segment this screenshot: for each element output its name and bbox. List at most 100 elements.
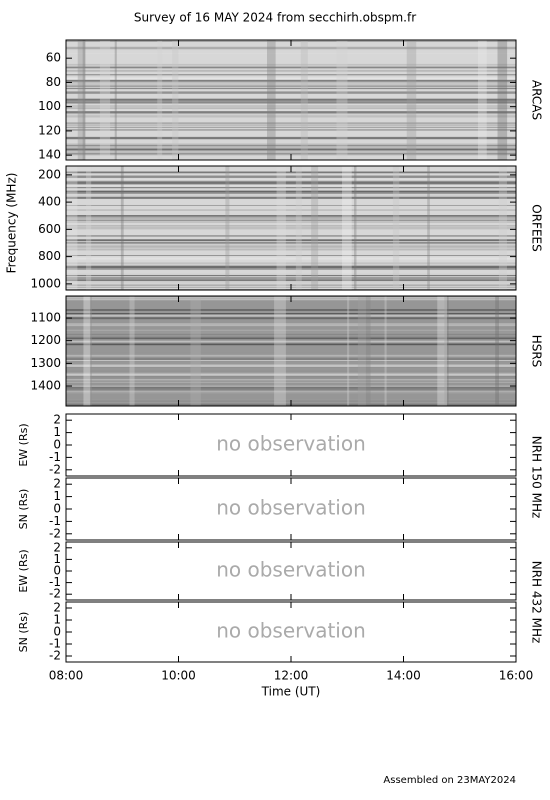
spectrogram-stripe [66,220,516,223]
no-observation-note: no observation [216,558,366,582]
spectrogram-stripe [66,278,516,280]
side-label: HSRS [530,335,544,368]
spectrogram-stripe [66,388,516,390]
spectrogram-stripe [66,248,516,251]
spectrogram-band [498,166,507,290]
spectrogram-stripe [66,127,516,128]
spectrogram-band [274,296,286,406]
spectrogram-stripe [66,191,516,194]
spectrogram-band [83,296,91,406]
spectrogram-band [311,166,319,290]
spectrogram-stripe [66,324,516,326]
y-tick-label: -2 [49,462,61,476]
spectrogram-stripe [66,74,516,76]
x-tick-label: 16:00 [499,669,534,683]
y-tick-label: 2 [53,413,61,427]
y-tick-label: 1 [53,552,61,566]
spectrogram-stripe [66,273,516,275]
x-axis-label: Time (UT) [261,685,321,699]
spectrogram-band [384,296,387,406]
spectrogram-band [336,40,348,160]
spectrogram-stripe [66,313,516,316]
spectrogram-stripe [66,190,516,193]
spectrogram-band [82,40,86,160]
spectrogram-stripe [66,66,516,69]
spectrogram-image [66,296,516,407]
spectrogram-stripe [66,359,516,361]
spectrogram-band [89,296,92,406]
y-tick-label: 2 [53,540,61,554]
y-axis-label: Frequency (MHz) [5,173,19,274]
spectrogram-stripe [66,372,516,373]
spectrogram-stripe [66,242,516,244]
spectrogram-band [77,40,86,160]
spectrogram-stripe [66,138,516,140]
spectrogram-stripe [66,364,516,367]
spectrogram-stripe [66,313,516,315]
spectrogram-stripe [66,107,516,109]
spectrogram-stripe [66,241,516,242]
spectrogram-stripe [66,257,516,260]
spectrogram-stripe [66,49,516,51]
spectrogram-band [225,166,230,290]
spectrogram-stripe [66,184,516,187]
spectrogram-stripe [66,124,516,126]
no-observation-note: no observation [216,619,366,643]
spectrogram-stripe [66,381,516,383]
spectrogram-stripe [66,153,516,155]
spectrogram-stripe [66,330,516,332]
y-tick-label: 200 [38,167,61,181]
spectrogram-stripe [66,351,516,353]
spectrogram-stripe [66,378,516,381]
spectrogram-band [477,40,487,160]
spectrogram-stripe [66,46,516,49]
spectrogram-stripe [66,387,516,389]
spectrogram-stripe [66,101,516,104]
spectrogram-stripe [66,171,516,174]
spectrogram-stripe [66,392,516,394]
spectrogram-stripe [66,391,516,393]
y-tick-label: 1300 [30,356,61,370]
y-tick-label: 1 [53,425,61,439]
spectrogram-stripe [66,370,516,373]
spectrogram-stripe [66,146,516,148]
spectrogram-stripe [66,218,516,221]
spectrogram-band [172,40,179,160]
y-tick-label: 120 [38,123,61,137]
spectrogram-stripe [66,114,516,116]
spectrogram-stripe [66,225,516,227]
spectrogram-stripe [66,240,516,241]
spectrogram-stripe [66,219,516,221]
spectrogram-stripe [66,87,516,90]
spectrogram-stripe [66,228,516,230]
spectrogram-band [295,166,302,290]
spectrogram-stripe [66,63,516,65]
spectrogram-band [157,40,163,160]
x-tick-label: 14:00 [386,669,421,683]
spectrogram-stripe [66,194,516,197]
y-axis-label: SN (Rs) [17,489,30,530]
spectrogram-stripe [66,317,516,320]
spectrogram-stripe [66,122,516,124]
y-tick-label: 0 [53,564,61,578]
y-tick-label: 60 [46,51,61,65]
spectrogram-stripe [66,197,516,199]
spectrogram-stripe [66,68,516,70]
spectrogram-stripe [66,340,516,343]
spectrogram-stripe [66,84,516,86]
spectrogram-band [347,296,350,406]
spectrogram-stripe [66,283,516,285]
spectrogram-stripe [66,148,516,151]
no-observation-note: no observation [216,432,366,456]
spectrogram-stripe [66,329,516,332]
y-tick-label: 0 [53,625,61,639]
spectrogram-stripe [66,343,516,346]
spectrogram-stripe [66,385,516,387]
y-tick-label: 80 [46,75,61,89]
spectrogram-band [276,166,286,290]
spectrogram-stripe [66,143,516,146]
spectrogram-stripe [66,244,516,246]
spectrogram-stripe [66,340,516,342]
spectrogram-stripe [66,262,516,265]
spectrogram-band [342,166,352,290]
